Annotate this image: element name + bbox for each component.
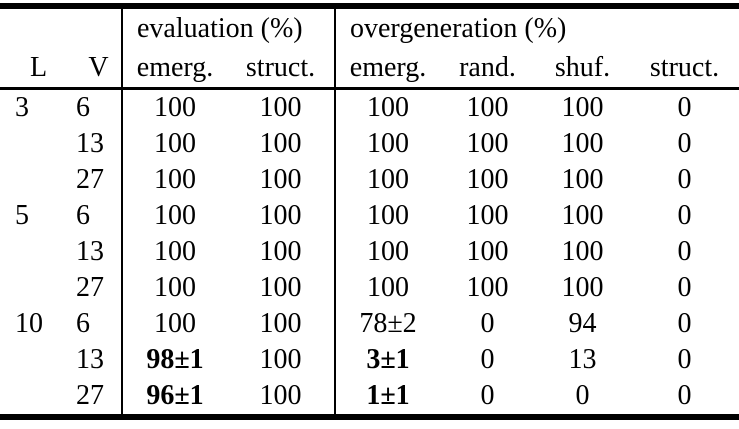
cell-v: 6 xyxy=(76,92,90,123)
cell-eval-struct: 100 xyxy=(259,92,302,123)
cell-v: 13 xyxy=(76,236,104,267)
column-header-eval-emerg: emerg. xyxy=(121,49,227,90)
table-body: 3 6 100 100 100 100 100 0 13 100 100 100 100 100 0 27 10… xyxy=(0,88,739,417)
cell-over-emerg: 3±1 xyxy=(334,342,440,378)
column-group-overgeneration: overgeneration (%) xyxy=(333,6,739,49)
empty-header-cell xyxy=(0,6,62,49)
cell-over-emerg: 100 xyxy=(334,270,440,306)
cell-over-struct: 0 xyxy=(677,164,692,195)
cell-over-struct: 0 xyxy=(677,236,692,267)
cell-over-rand: 0 xyxy=(480,380,495,411)
cell-l xyxy=(0,126,62,162)
cell-eval-emerg: 100 xyxy=(121,234,227,270)
table-row: 27 100 100 100 100 100 0 xyxy=(0,162,739,198)
cell-eval-struct: 100 xyxy=(259,200,302,231)
cell-over-struct: 0 xyxy=(677,92,692,123)
cell-over-emerg: 100 xyxy=(334,88,440,126)
cell-over-emerg: 100 xyxy=(334,234,440,270)
column-group-evaluation: evaluation (%) xyxy=(121,6,335,49)
table-row: 13 100 100 100 100 100 0 xyxy=(0,126,739,162)
cell-eval-emerg: 96±1 xyxy=(121,378,227,417)
cell-over-struct: 0 xyxy=(677,308,692,339)
cell-v: 6 xyxy=(76,200,90,231)
cell-over-emerg: 100 xyxy=(334,198,440,234)
cell-over-shuf: 0 xyxy=(575,380,590,411)
table-header: evaluation (%) overgeneration (%) L V em… xyxy=(0,6,739,90)
cell-eval-struct: 100 xyxy=(259,272,302,303)
column-header-over-rand: rand. xyxy=(440,49,535,90)
cell-l xyxy=(0,342,62,378)
cell-eval-struct: 100 xyxy=(259,308,302,339)
column-header-over-shuf: shuf. xyxy=(535,49,630,90)
cell-over-shuf: 100 xyxy=(561,236,604,267)
cell-over-rand: 100 xyxy=(466,92,509,123)
column-header-v: V xyxy=(62,49,122,90)
cell-v: 13 xyxy=(76,128,104,159)
results-table: evaluation (%) overgeneration (%) L V em… xyxy=(0,3,739,420)
table-row: 13 100 100 100 100 100 0 xyxy=(0,234,739,270)
cell-v: 27 xyxy=(76,164,104,195)
cell-over-emerg: 100 xyxy=(334,126,440,162)
cell-l xyxy=(0,234,62,270)
cell-over-shuf: 100 xyxy=(561,92,604,123)
cell-eval-struct: 100 xyxy=(259,344,302,375)
cell-over-rand: 0 xyxy=(480,308,495,339)
cell-over-rand: 0 xyxy=(480,344,495,375)
cell-over-emerg: 100 xyxy=(334,162,440,198)
cell-over-shuf: 100 xyxy=(561,272,604,303)
table-row: 27 96±1 100 1±1 0 0 0 xyxy=(0,378,739,417)
cell-eval-struct: 100 xyxy=(259,128,302,159)
cell-eval-emerg: 100 xyxy=(121,270,227,306)
table-row: 3 6 100 100 100 100 100 0 xyxy=(0,88,739,126)
cell-l xyxy=(0,162,62,198)
cell-v: 27 xyxy=(76,272,104,303)
cell-l xyxy=(0,378,62,417)
cell-v: 13 xyxy=(76,344,104,375)
cell-over-struct: 0 xyxy=(677,128,692,159)
column-header-over-struct: struct. xyxy=(630,49,739,90)
cell-over-shuf: 94 xyxy=(568,308,597,339)
column-header-over-emerg: emerg. xyxy=(334,49,440,90)
cell-eval-emerg: 100 xyxy=(121,198,227,234)
cell-over-emerg: 1±1 xyxy=(334,378,440,417)
cell-over-struct: 0 xyxy=(677,380,692,411)
cell-over-emerg: 78±2 xyxy=(334,306,440,342)
cell-over-struct: 0 xyxy=(677,272,692,303)
table-row: 27 100 100 100 100 100 0 xyxy=(0,270,739,306)
cell-eval-emerg: 100 xyxy=(121,126,227,162)
table-row: 5 6 100 100 100 100 100 0 xyxy=(0,198,739,234)
cell-eval-emerg: 100 xyxy=(121,88,227,126)
empty-header-cell xyxy=(62,6,122,49)
cell-eval-struct: 100 xyxy=(259,164,302,195)
cell-v: 27 xyxy=(76,380,104,411)
cell-over-shuf: 13 xyxy=(568,344,597,375)
sub-header-row: L V emerg. struct. emerg. rand. shuf. st… xyxy=(0,49,739,90)
cell-l xyxy=(0,270,62,306)
group-header-row: evaluation (%) overgeneration (%) xyxy=(0,6,739,49)
table-row: 13 98±1 100 3±1 0 13 0 xyxy=(0,342,739,378)
cell-over-struct: 0 xyxy=(677,344,692,375)
cell-over-struct: 0 xyxy=(677,200,692,231)
cell-eval-emerg: 100 xyxy=(121,162,227,198)
cell-over-rand: 100 xyxy=(466,272,509,303)
cell-over-rand: 100 xyxy=(466,128,509,159)
cell-over-rand: 100 xyxy=(466,164,509,195)
cell-over-rand: 100 xyxy=(466,200,509,231)
cell-l: 3 xyxy=(15,92,29,123)
cell-l: 5 xyxy=(15,200,29,231)
cell-over-shuf: 100 xyxy=(561,128,604,159)
cell-eval-emerg: 98±1 xyxy=(121,342,227,378)
column-header-eval-struct: struct. xyxy=(227,49,335,90)
column-header-l: L xyxy=(0,49,62,90)
cell-l: 10 xyxy=(15,308,43,339)
cell-eval-struct: 100 xyxy=(259,236,302,267)
cell-over-shuf: 100 xyxy=(561,164,604,195)
cell-eval-emerg: 100 xyxy=(121,306,227,342)
cell-over-rand: 100 xyxy=(466,236,509,267)
table-row: 10 6 100 100 78±2 0 94 0 xyxy=(0,306,739,342)
cell-v: 6 xyxy=(76,308,90,339)
cell-eval-struct: 100 xyxy=(259,380,302,411)
cell-over-shuf: 100 xyxy=(561,200,604,231)
